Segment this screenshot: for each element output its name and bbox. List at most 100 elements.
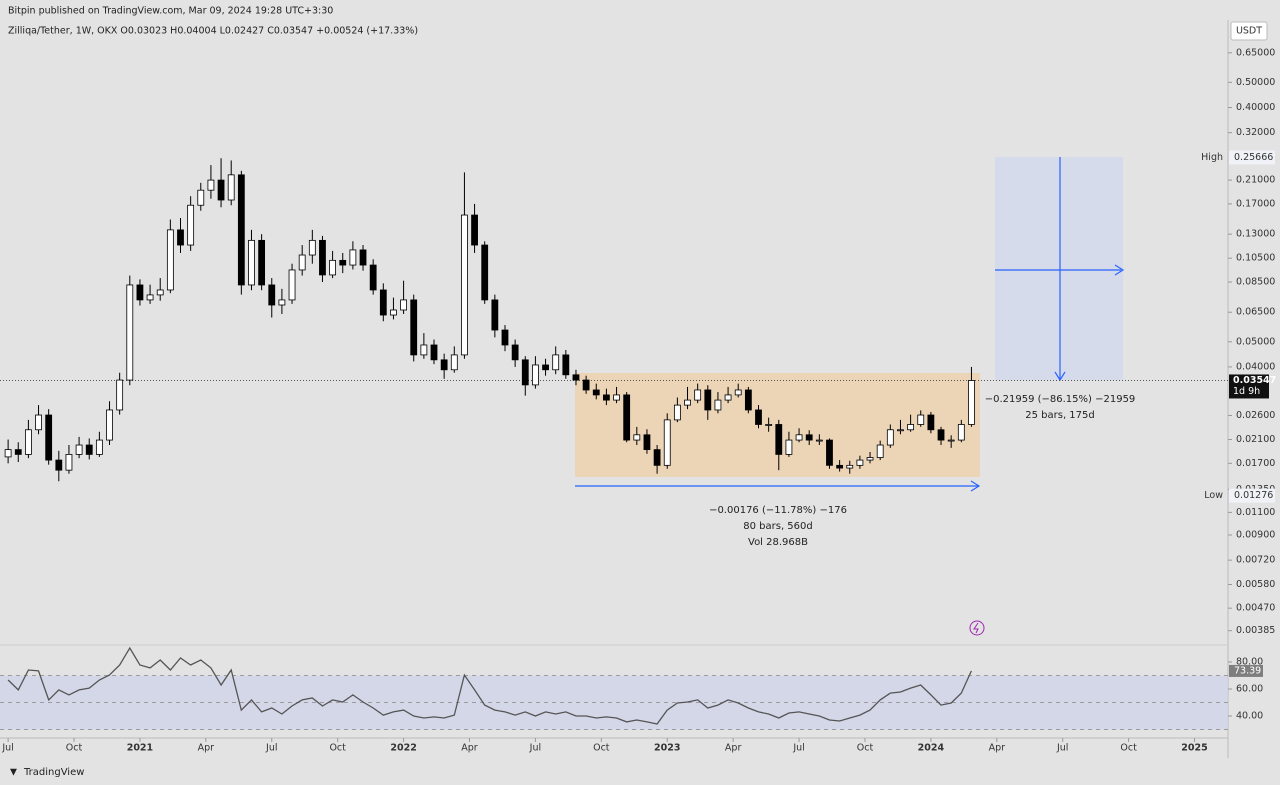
alert-bolt [973,622,979,634]
candle-body [308,239,316,256]
arrow-head [970,480,981,492]
y-tick-label: 0.02100 [1236,434,1275,445]
candle-body [623,394,631,441]
countdown: 1d 9h [1233,386,1260,397]
y-tick-label: 0.21000 [1236,175,1275,186]
x-tick-label: Jul [1056,743,1068,754]
candle-body [65,454,73,471]
candle-body [400,299,407,311]
candle-body [907,424,915,431]
rsi-line [7,646,972,725]
x-tick-label: Jul [265,743,277,754]
candle-body [602,394,610,401]
candle-body [136,284,144,301]
x-tick-label: Jul [529,743,541,754]
candle-body [116,379,124,411]
candle-body [278,299,286,306]
rsi-band [0,675,1228,730]
candle-body [917,414,925,425]
candle-body [927,414,935,431]
candle-body [410,299,418,356]
low-value: 0.01276 [1234,490,1273,501]
candle-body [237,174,245,286]
candle-body [643,434,651,451]
x-tick-label: 2025 [1181,743,1207,754]
candle-body [390,309,397,316]
candle-body [420,344,428,356]
candle-body [663,419,671,466]
candle-body [258,239,266,286]
candle-body [35,414,42,431]
candle-body [471,214,478,246]
y-tick-label: 0.40000 [1236,102,1275,113]
measure-line: Vol 28.968B [748,537,808,548]
x-tick-label: 2021 [127,743,153,754]
candle-body [947,439,955,442]
candle-body [755,409,762,425]
candle-body [694,389,702,401]
candle-body [298,254,306,271]
high-value: 0.25666 [1234,152,1273,163]
currency-button[interactable] [1230,21,1268,41]
candle-body [339,259,347,266]
candle-body [613,394,620,401]
candle-body [805,434,813,441]
arrow-head [1114,264,1125,276]
y-tick-label: 0.10500 [1236,253,1275,264]
alert-icon[interactable] [969,620,985,636]
candle-body [55,459,63,471]
x-tick-label: Apr [461,743,478,754]
candle-body [369,264,377,291]
candle-body [106,409,113,441]
y-tick-label: 0.01700 [1236,458,1275,469]
candle-body [734,389,742,396]
candle-body [491,299,499,331]
candle-body [897,429,904,432]
legend: Zilliqa/Tether, 1W, OKX O0.03023 H0.0400… [8,26,418,37]
x-tick-label: Oct [66,743,83,754]
footer: TradingView [23,767,84,778]
candle-body [572,374,580,381]
candle-body [846,464,854,469]
last-price: 0.03547 [1233,375,1276,386]
candle-body [440,359,448,371]
x-tick-label: Oct [329,743,346,754]
candle-body [592,389,600,396]
low-label: Low [1204,490,1223,501]
x-tick-label: Apr [725,743,742,754]
candle-body [724,394,732,401]
y-tick-label: 0.65000 [1236,47,1275,58]
candle-body [542,364,549,371]
y-tick-label: 0.32000 [1236,127,1275,138]
publisher: Bitpin published on TradingView.com, Mar… [8,6,333,17]
x-tick-label: Oct [857,743,874,754]
candle-body [197,189,205,206]
x-tick-label: Oct [1120,743,1137,754]
candle-body [430,344,438,361]
measure-line: 80 bars, 560d [743,521,813,532]
candle-body [582,379,590,391]
candle-body [552,354,560,371]
measure-line: −0.00176 (−11.78%) −176 [709,505,847,516]
y-tick-label: 0.00385 [1236,625,1275,636]
candle-body [14,449,22,455]
rsi-last-box [1229,664,1263,677]
candle-body [968,380,975,425]
candle-body [886,429,894,446]
y-tick-label: 0.08500 [1236,276,1275,287]
candle-body [187,204,195,246]
x-tick-label: 2024 [918,743,945,754]
candle-body [673,404,681,421]
x-tick-label: Jul [792,743,804,754]
rsi-tick-label: 80.00 [1236,657,1263,668]
arrow-head [1054,371,1066,382]
candle-body [4,449,12,458]
candle-body [146,294,154,301]
candle-body [319,239,326,276]
candle-body [836,464,844,469]
candle-body [714,399,722,411]
y-tick-label: 0.00470 [1236,603,1275,614]
y-tick-label: 0.17000 [1236,198,1275,209]
candle-body [684,399,691,406]
